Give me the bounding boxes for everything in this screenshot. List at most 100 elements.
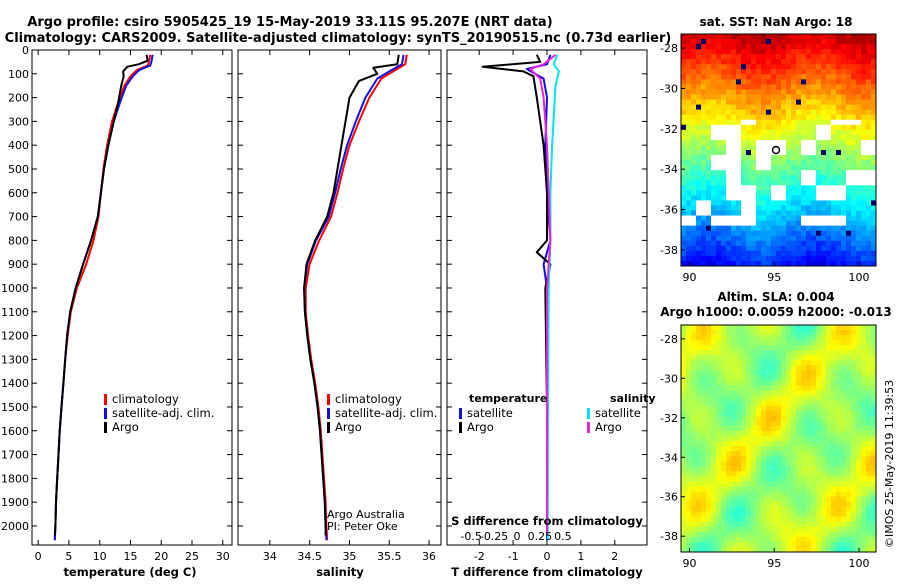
sla-cell: [841, 476, 847, 482]
sla-cell: [791, 360, 797, 366]
sla-cell: [751, 541, 757, 548]
sla-cell: [706, 481, 712, 487]
sst-cell: [846, 99, 852, 106]
sla-cell: [696, 400, 702, 407]
sst-cell: [716, 250, 722, 257]
sla-cell: [841, 410, 847, 417]
sla-cell: [706, 496, 712, 502]
sla-cell: [796, 446, 802, 452]
sst-cell: [766, 59, 772, 65]
sst-cell: [811, 250, 817, 257]
sla-cell: [856, 325, 862, 331]
x-tick-label: 35: [342, 550, 356, 563]
sla-cell: [746, 506, 752, 513]
sst-cell: [751, 185, 757, 191]
sst-cell: [811, 215, 817, 222]
sst-cell: [691, 104, 697, 111]
sst-cell: [736, 165, 742, 171]
sla-cell: [811, 430, 817, 437]
sla-cell: [786, 506, 792, 513]
sst-cell: [816, 155, 822, 161]
sla-cell: [696, 425, 702, 432]
sla-cell: [856, 446, 862, 452]
sst-cell: [746, 195, 752, 201]
sla-cell: [796, 536, 802, 543]
sla-cell: [691, 370, 697, 376]
sst-cell: [831, 99, 837, 106]
sla-cell: [691, 390, 697, 397]
sla-cell: [816, 395, 822, 402]
sst-cell: [846, 94, 852, 100]
depth-tick-label: 0: [22, 44, 29, 57]
sla-cell: [816, 526, 822, 533]
sst-cell: [751, 170, 757, 176]
sst-cell: [756, 160, 762, 166]
sst-cell: [686, 39, 692, 45]
sst-cell: [681, 180, 687, 186]
sla-cell: [836, 395, 842, 402]
sst-cell: [766, 119, 772, 126]
sla-cell: [776, 330, 782, 336]
sst-cell: [731, 210, 737, 216]
sst-cell: [771, 44, 777, 50]
sla-cell: [686, 370, 692, 376]
sst-cell: [846, 84, 852, 90]
sla-cell: [771, 476, 777, 482]
series-line-argo: [53, 54, 149, 536]
sst-lon-ticks: 90 95 100: [682, 262, 870, 284]
sst-cell: [791, 89, 797, 95]
sst-cell: [801, 99, 807, 106]
sla-cell: [821, 355, 827, 361]
sla-cell: [681, 405, 687, 412]
depth-tick-label: 1600: [1, 425, 29, 438]
sla-cell: [776, 461, 782, 467]
sst-cell: [821, 114, 827, 121]
sla-cell: [851, 476, 857, 482]
sst-cell: [731, 79, 737, 85]
sst-cell: [836, 215, 842, 222]
sst-cell: [706, 119, 712, 126]
sst-cell: [771, 139, 777, 146]
sla-cell: [681, 345, 687, 351]
sst-cell: [846, 74, 852, 80]
sst-cell: [741, 220, 747, 227]
sla-cell: [776, 506, 782, 513]
sst-cell: [746, 235, 752, 242]
sst-cell: [716, 49, 722, 55]
sst-cell: [731, 94, 737, 100]
sst-cell: [706, 129, 712, 136]
sst-cell: [851, 155, 857, 161]
sst-cell: [691, 245, 697, 252]
sla-cell: [741, 370, 747, 376]
sst-cell: [826, 44, 832, 50]
sla-cell: [836, 546, 842, 553]
sla-cell: [761, 541, 767, 548]
sst-cell: [711, 195, 717, 201]
sst-cell: [746, 250, 752, 257]
sst-cell: [861, 260, 867, 267]
sla-cell: [801, 521, 807, 528]
sla-cell: [781, 451, 787, 457]
sst-cell: [736, 89, 742, 95]
sla-cell: [746, 531, 752, 538]
sst-cell: [746, 150, 752, 156]
sla-cell: [746, 491, 752, 497]
sst-cell: [776, 160, 782, 166]
sst-cell: [736, 139, 742, 146]
sla-cell: [826, 451, 832, 457]
sla-cell: [721, 441, 727, 447]
sla-cell: [756, 461, 762, 467]
sla-cell: [716, 395, 722, 402]
sla-cell: [846, 365, 852, 371]
sst-cell: [786, 79, 792, 85]
sla-cell: [846, 375, 852, 381]
sla-cell: [846, 390, 852, 397]
x-tick-label: 15: [123, 550, 137, 563]
sla-cell: [771, 335, 777, 341]
sla-cell: [746, 370, 752, 376]
sla-cell: [836, 481, 842, 487]
sla-cell: [736, 451, 742, 457]
sst-cell: [716, 89, 722, 95]
sla-cell: [866, 526, 872, 533]
sst-cell: [721, 215, 727, 222]
